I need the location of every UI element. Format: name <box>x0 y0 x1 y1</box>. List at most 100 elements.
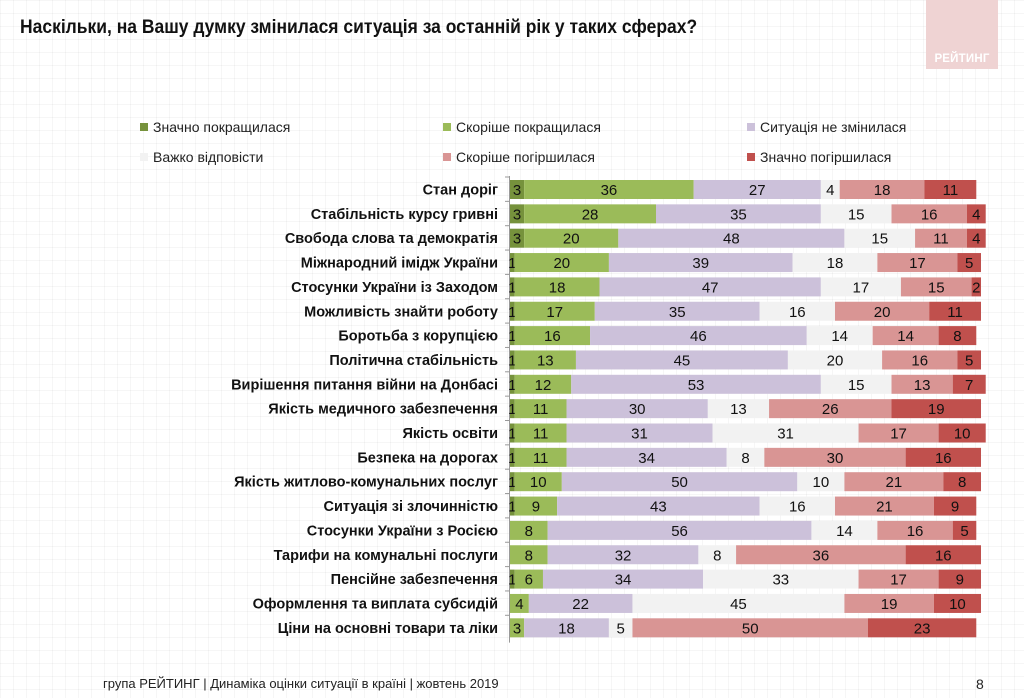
bar-segment <box>698 545 737 565</box>
data-label: 8 <box>525 523 533 540</box>
data-label: 11 <box>933 231 949 248</box>
logo-text: РЕЙТИНГ <box>934 53 990 65</box>
legend-swatch <box>747 123 755 131</box>
data-label: 11 <box>533 401 549 418</box>
data-label: 1 <box>508 450 516 467</box>
data-label: 5 <box>617 620 625 637</box>
bar-segment <box>528 593 633 613</box>
bar-segment <box>566 399 708 419</box>
bar-segment <box>514 399 567 419</box>
bar-segment <box>844 593 934 613</box>
category-label: Безпека на дорогах <box>357 450 498 466</box>
bar-segment <box>510 472 515 492</box>
data-label: 15 <box>848 377 865 394</box>
data-label: 13 <box>537 352 554 369</box>
legend-item: Скоріше погіршилася <box>443 149 595 165</box>
bar-segment <box>966 228 986 248</box>
bar-segment <box>514 374 572 394</box>
data-label: 16 <box>789 304 806 321</box>
bar-segment <box>608 618 633 638</box>
data-label: 47 <box>702 279 719 296</box>
data-label: 18 <box>549 279 566 296</box>
bar-segment <box>510 374 515 394</box>
data-label: 15 <box>848 206 865 223</box>
bar-segment <box>900 277 972 297</box>
data-label: 5 <box>965 352 973 369</box>
category-label: Якість житлово-комунальних послуг <box>234 475 498 491</box>
data-label: 8 <box>525 547 533 564</box>
data-label: 5 <box>965 255 973 272</box>
data-label: 17 <box>890 572 907 589</box>
bar-segment <box>787 350 883 370</box>
bar-segment <box>820 204 892 224</box>
legend-swatch <box>443 123 451 131</box>
data-label: 19 <box>881 596 898 613</box>
legend-swatch <box>140 123 148 131</box>
bar-segment <box>547 520 812 540</box>
bar-segment <box>566 423 713 443</box>
data-label: 2 <box>972 279 980 296</box>
data-label: 1 <box>508 426 516 443</box>
data-label: 8 <box>713 547 721 564</box>
category-label: Якість освіти <box>402 426 498 442</box>
data-label: 5 <box>960 523 968 540</box>
bar-segment <box>933 593 981 613</box>
bar-segment <box>957 350 981 370</box>
bar-segment <box>599 277 821 297</box>
data-label: 4 <box>972 206 980 223</box>
footer-text: група РЕЙТИНГ | Динаміка оцінки ситуації… <box>103 676 499 691</box>
data-label: 10 <box>954 426 971 443</box>
data-label: 20 <box>563 231 580 248</box>
data-label: 20 <box>553 255 570 272</box>
data-label: 4 <box>515 596 523 613</box>
legend-label: Важко відповісти <box>153 149 264 165</box>
data-label: 16 <box>789 499 806 516</box>
bar-segment <box>510 618 525 638</box>
legend-swatch <box>747 153 755 161</box>
bar-segment <box>524 204 657 224</box>
bar-segment <box>957 253 981 273</box>
data-label: 20 <box>874 304 891 321</box>
data-label: 17 <box>546 304 563 321</box>
bar-segment <box>510 228 525 248</box>
bar-segment <box>510 447 515 467</box>
category-label: Тарифи на комунальні послуги <box>274 548 498 564</box>
bar-segment <box>929 301 981 321</box>
bar-segment <box>971 277 981 297</box>
bar-segment <box>858 423 939 443</box>
category-label: Стан доріг <box>423 183 498 199</box>
data-label: 16 <box>935 450 952 467</box>
data-label: 31 <box>631 426 648 443</box>
bar-segment <box>820 180 840 199</box>
bar-segment <box>933 496 977 516</box>
data-label: 30 <box>827 450 844 467</box>
data-label: 4 <box>972 231 980 248</box>
data-label: 36 <box>601 182 618 199</box>
data-label: 11 <box>943 182 959 199</box>
data-label: 10 <box>949 596 966 613</box>
bar-segment <box>557 496 760 516</box>
category-label: Оформлення та виплата субсидій <box>253 596 498 612</box>
data-label: 30 <box>629 401 646 418</box>
data-label: 34 <box>615 572 632 589</box>
bar-segment <box>966 204 986 224</box>
category-label: Ціни на основні товари та ліки <box>278 621 498 637</box>
data-label: 20 <box>827 352 844 369</box>
category-label: Стосунки України з Росією <box>307 523 498 539</box>
bar-segment <box>510 326 515 346</box>
bar-segment <box>510 301 515 321</box>
bar-segment <box>594 301 760 321</box>
bar-segment <box>797 472 845 492</box>
data-label: 21 <box>886 474 903 491</box>
data-label: 1 <box>508 377 516 394</box>
bar-segment <box>510 204 525 224</box>
bar-segment <box>514 301 595 321</box>
bar-segment <box>792 253 878 273</box>
data-label: 14 <box>831 328 848 345</box>
data-label: 16 <box>544 328 561 345</box>
data-label: 13 <box>730 401 747 418</box>
bar-segment <box>952 520 977 540</box>
data-label: 4 <box>826 182 834 199</box>
data-label: 14 <box>836 523 853 540</box>
data-label: 21 <box>876 499 893 516</box>
